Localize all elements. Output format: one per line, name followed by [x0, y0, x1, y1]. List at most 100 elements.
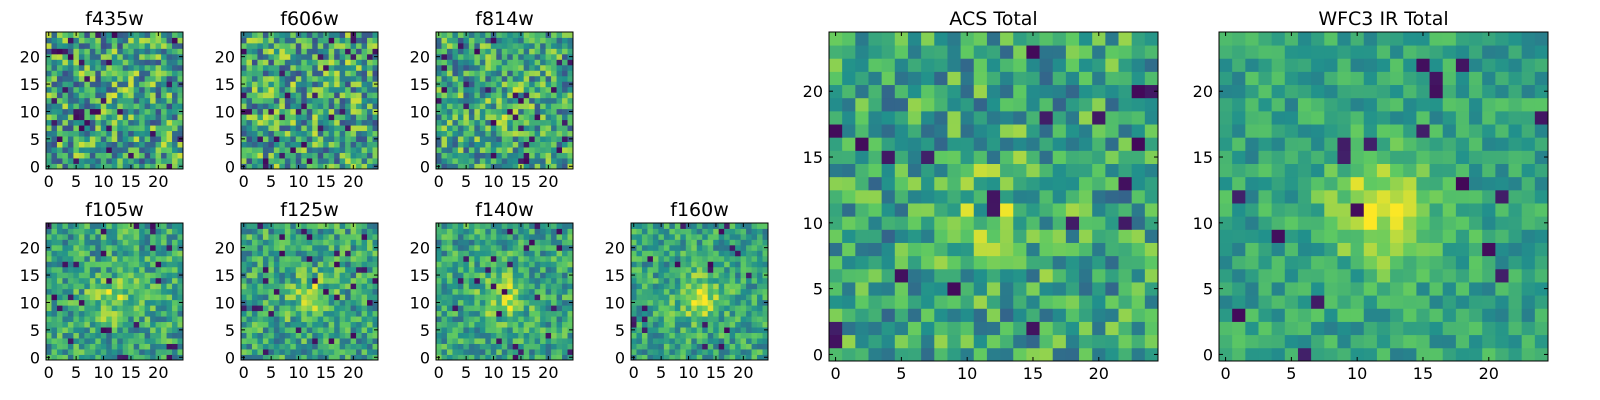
heatmap-cell — [512, 327, 519, 333]
heatmap-cell — [166, 152, 173, 159]
heatmap-cell — [518, 141, 525, 148]
heatmap-cell — [106, 316, 113, 323]
heatmap-cell — [691, 338, 698, 344]
heatmap-cell — [268, 48, 275, 55]
heatmap-cell — [551, 158, 557, 164]
heatmap-cell — [268, 305, 275, 312]
heatmap-cell — [262, 37, 269, 44]
heatmap-cell — [122, 37, 129, 44]
heatmap-cell — [51, 97, 58, 104]
heatmap-cell — [1013, 308, 1027, 322]
heatmap-cell — [567, 310, 574, 317]
heatmap-cell — [534, 59, 541, 66]
heatmap-cell — [295, 97, 302, 104]
heatmap-cell — [468, 108, 475, 115]
heatmap-cell — [868, 282, 883, 296]
heatmap-cell — [507, 288, 514, 295]
heatmap-cell — [161, 70, 167, 77]
heatmap-cell — [1118, 216, 1133, 230]
heatmap-cell — [501, 92, 508, 99]
heatmap-cell — [241, 283, 247, 290]
heatmap-cell — [490, 321, 497, 328]
heatmap-cell — [881, 255, 896, 270]
heatmap-cell — [367, 266, 373, 273]
heatmap-cell — [73, 261, 80, 268]
heatmap-cell — [658, 316, 665, 323]
heatmap-cell — [51, 244, 58, 251]
heatmap-cell — [485, 261, 492, 268]
heatmap-cell — [740, 250, 747, 257]
heatmap-cell — [1000, 216, 1014, 230]
heatmap-cell — [452, 108, 459, 115]
heatmap-cell — [89, 294, 96, 301]
heatmap-cell — [647, 244, 654, 251]
heatmap-cell — [166, 163, 173, 170]
heatmap-cell — [177, 239, 184, 246]
heatmap-cell — [246, 108, 253, 115]
heatmap-cell — [133, 244, 140, 251]
heatmap-cell — [641, 277, 648, 284]
heatmap-cell — [367, 283, 373, 290]
heatmap-cell — [51, 32, 58, 38]
heatmap-cell — [301, 81, 308, 88]
heatmap-cell — [894, 150, 909, 164]
heatmap-cell — [540, 310, 546, 317]
heatmap-cell — [562, 130, 568, 137]
heatmap-cell — [652, 266, 659, 273]
heatmap-cell — [257, 255, 264, 262]
heatmap-cell — [161, 114, 167, 121]
heatmap-cell — [350, 97, 357, 104]
heatmap-cell — [241, 305, 247, 312]
heatmap-cell — [523, 250, 530, 257]
heatmap-cell — [1118, 308, 1133, 322]
heatmap-cell — [312, 114, 319, 121]
heatmap-cell — [161, 305, 167, 312]
heatmap-cell — [1013, 189, 1027, 204]
heatmap-cell — [161, 223, 167, 229]
heatmap-cell — [507, 125, 514, 132]
heatmap-cell — [724, 327, 731, 333]
heatmap-cell — [534, 108, 541, 115]
heatmap-cell — [707, 310, 714, 317]
heatmap-cell — [367, 255, 373, 262]
heatmap-cell — [339, 327, 346, 333]
heatmap-cell — [556, 261, 563, 268]
heatmap-cell — [441, 349, 448, 355]
heatmap-cell — [496, 255, 503, 262]
heatmap-cell — [273, 114, 280, 121]
heatmap-cell — [139, 53, 146, 60]
heatmap-cell — [707, 327, 714, 333]
heatmap-cell — [161, 86, 167, 93]
heatmap-cell — [56, 32, 63, 38]
heatmap-cell — [518, 37, 525, 44]
heatmap-cell — [367, 272, 373, 279]
heatmap-cell — [724, 305, 731, 312]
heatmap-cell — [334, 108, 341, 115]
heatmap-cell — [529, 250, 536, 257]
heatmap-cell — [534, 42, 541, 49]
heatmap-cell — [339, 250, 346, 257]
heatmap-cell — [367, 59, 373, 66]
heatmap-cell — [685, 239, 692, 246]
heatmap-cell — [361, 158, 368, 164]
heatmap-cell — [457, 310, 464, 317]
heatmap-cell — [567, 103, 574, 110]
heatmap-cell — [436, 349, 442, 355]
heatmap-cell — [496, 228, 503, 235]
heatmap-cell — [177, 255, 184, 262]
heatmap-cell — [334, 147, 341, 153]
heatmap-cell — [567, 141, 574, 148]
heatmap-cell — [133, 310, 140, 317]
heatmap-cell — [166, 250, 173, 257]
heatmap-cell — [100, 147, 107, 153]
heatmap-cell — [691, 223, 698, 229]
heatmap-cell — [279, 70, 286, 77]
heatmap-cell — [556, 103, 563, 110]
heatmap-cell — [441, 103, 448, 110]
heatmap-cell — [323, 92, 330, 99]
heatmap-cell — [312, 277, 319, 284]
heatmap-cell — [46, 97, 52, 104]
heatmap-cell — [545, 255, 552, 262]
heatmap-cell — [161, 119, 167, 126]
heatmap-cell — [529, 239, 536, 246]
